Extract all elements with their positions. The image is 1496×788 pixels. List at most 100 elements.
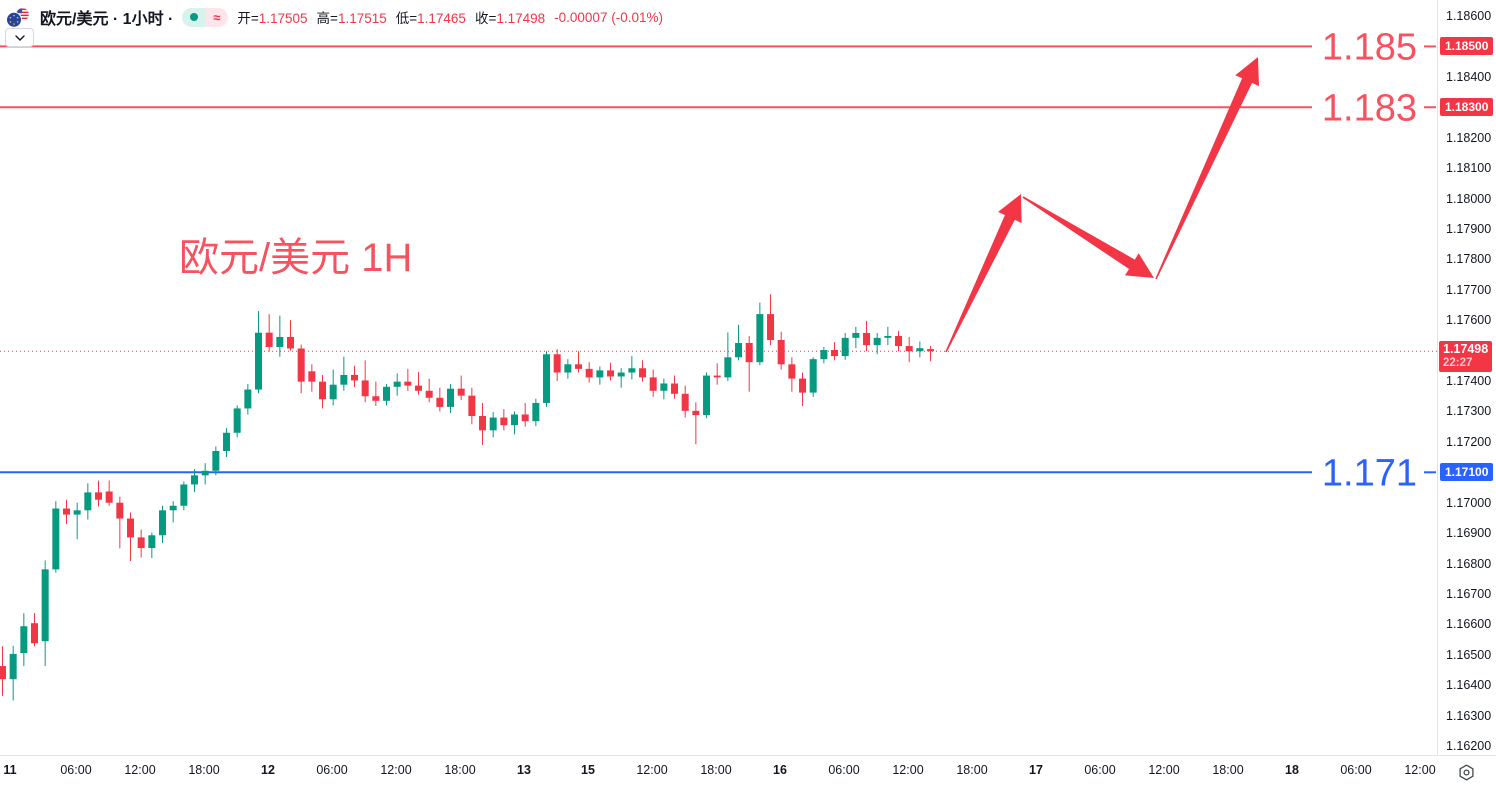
price-tick-label: 1.17800: [1446, 252, 1492, 267]
market-status-badge[interactable]: ≈: [182, 7, 229, 27]
candle-body: [297, 348, 305, 382]
candle-body: [831, 350, 839, 357]
price-level-lines[interactable]: 1.185 1.183 1.171: [0, 26, 1436, 494]
candle-body: [52, 508, 60, 570]
price-tick-label: 1.17300: [1446, 404, 1492, 419]
market-open-dot-badge: [182, 7, 206, 27]
candle-body: [63, 508, 71, 515]
price-axis[interactable]: 1.18600 1.18400 1.18200 1.18100 1.18000 1.179…: [1437, 0, 1496, 755]
candle-body: [137, 537, 145, 549]
time-tick-label: 16: [773, 763, 787, 777]
candle-body: [329, 384, 337, 400]
time-tick-label: 17: [1029, 763, 1043, 777]
time-tick-label: 15: [581, 763, 595, 777]
candle-body: [201, 470, 209, 476]
candle-body: [479, 416, 487, 431]
trend-arrow[interactable]: [1155, 57, 1259, 280]
candle-body: [532, 402, 540, 422]
low-value: 1.17465: [417, 11, 466, 26]
approx-data-icon: ≈: [205, 7, 229, 27]
chevron-down-icon: [14, 34, 25, 41]
candle-body: [361, 380, 369, 397]
symbol-legend: 欧元/美元 · 1小时 · ≈ 开=1.17505 高=1.17515 低=1.…: [6, 5, 663, 29]
price-tick-label: 1.18200: [1446, 130, 1492, 145]
time-tick-label: 12:00: [892, 763, 924, 777]
candle-body: [319, 381, 327, 400]
candle-body: [820, 350, 828, 360]
candle-body: [617, 372, 625, 377]
price-tick-label: 1.16800: [1446, 556, 1492, 571]
candle-body: [788, 364, 796, 379]
candle-body: [105, 491, 113, 503]
currency-pair-icon: [6, 7, 30, 28]
price-level-label[interactable]: 1.183: [1322, 87, 1417, 129]
candle-body: [212, 451, 220, 471]
close-value: 1.17498: [496, 11, 546, 26]
time-tick-label: 12:00: [636, 763, 668, 777]
axis-settings-corner[interactable]: [1437, 755, 1496, 788]
candle-body: [180, 484, 188, 506]
candle-body: [628, 368, 636, 373]
price-level-label[interactable]: 1.171: [1322, 452, 1417, 494]
candle-body: [809, 359, 817, 393]
candles: [0, 294, 935, 701]
candle-body: [340, 374, 348, 385]
candle-body: [41, 569, 49, 642]
time-axis[interactable]: 11 06:00 12:00 18:00 12 06:00 12:00 18:00 13 15 12…: [0, 755, 1437, 788]
candle-body: [393, 381, 401, 387]
candle-body: [0, 666, 6, 680]
candle-body: [692, 410, 700, 416]
price-tick-label: 1.17000: [1446, 495, 1492, 510]
candle-body: [841, 337, 849, 357]
candle-body: [799, 378, 807, 393]
price-tick-label: 1.17200: [1446, 434, 1492, 449]
candle-body: [31, 623, 39, 644]
legend-collapse-button[interactable]: [5, 28, 34, 47]
time-tick-label: 12:00: [1148, 763, 1180, 777]
candle-body: [148, 535, 156, 549]
bar-countdown: 22:27: [1443, 357, 1473, 370]
candle-body: [20, 626, 28, 653]
candle-body: [575, 364, 583, 369]
candle-body: [905, 346, 913, 352]
candle-body: [223, 432, 231, 452]
price-level-badge: 1.17100: [1440, 463, 1494, 482]
candle-body: [873, 337, 881, 346]
candle-body: [191, 475, 199, 485]
trend-arrow[interactable]: [945, 194, 1022, 353]
time-tick-label: 18:00: [1212, 763, 1244, 777]
time-tick-label: 11: [3, 763, 17, 777]
candle-body: [660, 383, 668, 391]
candle-body: [9, 653, 17, 680]
price-annotation-text[interactable]: 欧元/美元 1H: [179, 236, 413, 280]
trend-arrow[interactable]: [1022, 196, 1154, 278]
price-level-label[interactable]: 1.185: [1322, 26, 1417, 68]
candle-body: [500, 417, 508, 426]
price-tick-label: 1.17400: [1446, 374, 1492, 389]
symbol-title[interactable]: 欧元/美元 · 1小时 ·: [40, 11, 174, 28]
candle-body: [703, 375, 711, 416]
price-tick-label: 1.16300: [1446, 708, 1492, 723]
trend-arrows[interactable]: [945, 57, 1259, 353]
candle-body: [596, 370, 604, 378]
candle-body: [169, 505, 177, 511]
price-tick-label: 1.16200: [1446, 739, 1492, 754]
time-tick-label: 06:00: [1084, 763, 1116, 777]
gear-icon[interactable]: [1458, 764, 1475, 781]
candlestick-chart-pane[interactable]: 1.185 1.183 1.171: [0, 0, 1437, 755]
candle-body: [927, 349, 935, 352]
time-tick-label: 06:00: [316, 763, 348, 777]
candle-body: [489, 417, 497, 431]
candle-body: [607, 370, 615, 377]
ohlc-row: 开=1.17505 高=1.17515 低=1.17465 收=1.17498 …: [237, 7, 663, 27]
price-tick-label: 1.17900: [1446, 221, 1492, 236]
candle-body: [564, 364, 572, 373]
change-value: -0.00007 (-0.01%): [554, 9, 663, 25]
candle-body: [777, 339, 785, 365]
candle-body: [671, 383, 679, 394]
candle-body: [756, 314, 764, 363]
candle-body: [585, 368, 593, 378]
candle-body: [553, 354, 561, 373]
last-price-value: 1.17498: [1443, 342, 1489, 357]
